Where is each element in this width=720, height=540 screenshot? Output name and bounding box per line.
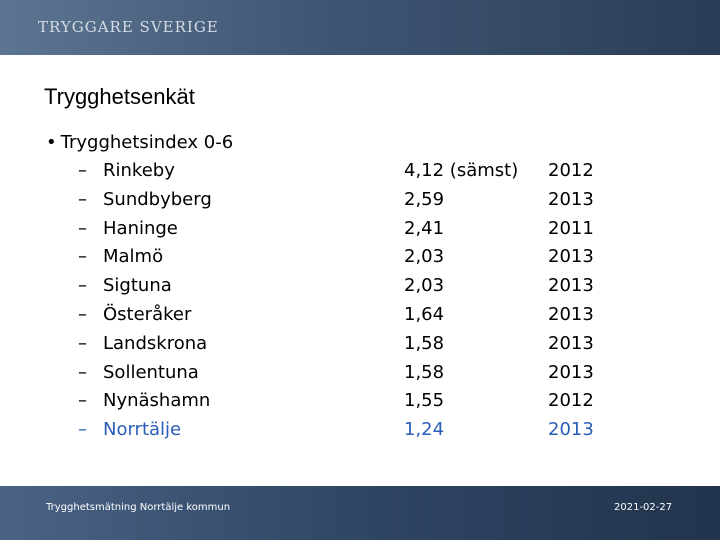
list-item-highlighted: – Norrtälje 1,24 2013 [0, 419, 720, 447]
survey-year: 2011 [548, 218, 594, 239]
survey-year: 2013 [548, 275, 594, 296]
list-item: – Malmö 2,03 2013 [0, 246, 720, 274]
municipality-name: Sundbyberg [103, 189, 212, 210]
index-value: 1,64 [404, 304, 445, 325]
list-item: – Landskrona 1,58 2013 [0, 333, 720, 361]
list-item: – Haninge 2,41 2011 [0, 218, 720, 246]
survey-year: 2012 [548, 160, 594, 181]
municipality-name: Haninge [103, 218, 178, 239]
list-dash: – [78, 275, 87, 296]
list-dash: – [78, 189, 87, 210]
index-value: 2,59 [404, 189, 445, 210]
list-dash: – [78, 246, 87, 267]
list-dash: – [78, 304, 87, 325]
bullet-heading: • Trygghetsindex 0-6 [46, 132, 233, 153]
survey-year: 2013 [548, 189, 594, 210]
survey-year: 2013 [548, 333, 594, 354]
footer-bar: Trygghetsmätning Norrtälje kommun 2021-0… [0, 486, 720, 540]
survey-year: 2013 [548, 419, 594, 440]
index-value: 1,55 [404, 390, 445, 411]
list-item: – Rinkeby 4,12 (sämst) 2012 [0, 160, 720, 188]
index-value: 2,41 [404, 218, 445, 239]
index-value: 1,58 [404, 333, 445, 354]
index-value: 1,58 [404, 362, 445, 383]
index-value: 1,24 [404, 419, 445, 440]
footer-date: 2021-02-27 [614, 502, 673, 513]
municipality-name: Sigtuna [103, 275, 172, 296]
footer-caption: Trygghetsmätning Norrtälje kommun [46, 502, 231, 513]
index-value: 2,03 [404, 275, 445, 296]
municipality-name: Norrtälje [103, 419, 182, 440]
index-value: 4,12 (sämst) [404, 160, 519, 181]
survey-year: 2012 [548, 390, 594, 411]
bullet-dot-icon: • [46, 132, 57, 153]
survey-year: 2013 [548, 246, 594, 267]
list-item: – Sigtuna 2,03 2013 [0, 275, 720, 303]
list-dash: – [78, 419, 87, 440]
brand-logo-text: TRYGGARE SVERIGE [38, 18, 219, 36]
slide-title: Trygghetsenkät [44, 84, 195, 109]
list-dash: – [78, 333, 87, 354]
list-item: – Sollentuna 1,58 2013 [0, 362, 720, 390]
list-item: – Sundbyberg 2,59 2013 [0, 189, 720, 217]
list-dash: – [78, 160, 87, 181]
list-item: – Österåker 1,64 2013 [0, 304, 720, 332]
list-dash: – [78, 362, 87, 383]
municipality-name: Rinkeby [103, 160, 175, 181]
index-value: 2,03 [404, 246, 445, 267]
list-dash: – [78, 218, 87, 239]
list-item: – Nynäshamn 1,55 2012 [0, 390, 720, 418]
list-dash: – [78, 390, 87, 411]
municipality-name: Sollentuna [103, 362, 199, 383]
municipality-name: Malmö [103, 246, 164, 267]
survey-year: 2013 [548, 362, 594, 383]
municipality-name: Landskrona [103, 333, 208, 354]
bullet-heading-text: Trygghetsindex 0-6 [60, 132, 234, 153]
header-bar: TRYGGARE SVERIGE [0, 0, 720, 55]
municipality-name: Nynäshamn [103, 390, 211, 411]
municipality-name: Österåker [103, 304, 192, 325]
survey-year: 2013 [548, 304, 594, 325]
